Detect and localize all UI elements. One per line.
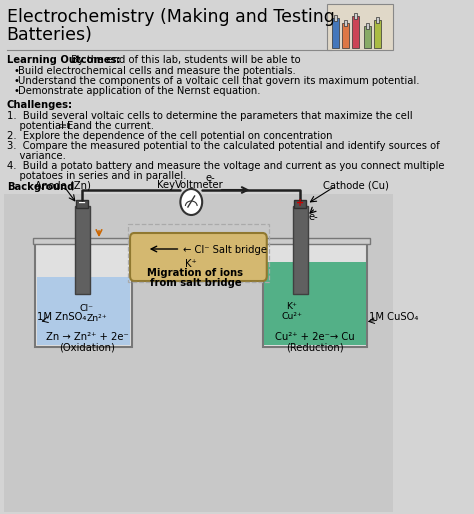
Bar xyxy=(352,16,359,48)
Text: Learning Outcomes:: Learning Outcomes: xyxy=(7,55,120,65)
Text: Build electrochemical cells and measure the potentials.: Build electrochemical cells and measure … xyxy=(18,66,296,76)
Bar xyxy=(35,242,132,347)
Text: Batteries): Batteries) xyxy=(7,26,92,44)
Bar xyxy=(376,17,379,23)
Bar xyxy=(128,224,269,282)
Bar xyxy=(4,194,393,512)
Text: •: • xyxy=(13,76,19,86)
Text: (Oxidation): (Oxidation) xyxy=(59,342,115,352)
Text: 2.  Explore the dependence of the cell potential on concentration: 2. Explore the dependence of the cell po… xyxy=(7,131,332,141)
Text: Migration of ions: Migration of ions xyxy=(147,268,244,278)
Text: Electrochemistry (Making and Testing: Electrochemistry (Making and Testing xyxy=(7,8,335,26)
Text: from salt bridge: from salt bridge xyxy=(150,278,241,288)
Text: Understand the components of a voltaic cell that govern its maximum potential.: Understand the components of a voltaic c… xyxy=(18,76,420,86)
Text: ← Cl⁻ Salt bridge: ← Cl⁻ Salt bridge xyxy=(183,245,267,255)
Bar xyxy=(294,200,306,208)
Text: Background: Background xyxy=(7,182,74,192)
Text: K⁺: K⁺ xyxy=(286,302,298,311)
Text: By the end of this lab, students will be able to: By the end of this lab, students will be… xyxy=(68,55,301,65)
Text: K⁺: K⁺ xyxy=(185,259,197,269)
Bar xyxy=(344,20,347,26)
Text: 4.  Build a potato battery and measure the voltage and current as you connect mu: 4. Build a potato battery and measure th… xyxy=(7,161,444,171)
Bar xyxy=(263,242,367,347)
Bar xyxy=(366,23,369,29)
Text: and the current.: and the current. xyxy=(70,121,154,131)
Text: cell: cell xyxy=(59,122,71,128)
Text: potential E: potential E xyxy=(7,121,73,131)
Bar xyxy=(342,23,349,48)
Bar xyxy=(260,238,370,244)
Text: e-: e- xyxy=(206,173,216,183)
Bar xyxy=(33,238,134,244)
Text: Zn → Zn²⁺ + 2e⁻: Zn → Zn²⁺ + 2e⁻ xyxy=(46,332,128,342)
Bar xyxy=(76,200,88,208)
Text: 1M CuSO₄: 1M CuSO₄ xyxy=(369,312,419,322)
Text: Voltmeter: Voltmeter xyxy=(175,180,224,190)
Bar xyxy=(354,13,357,19)
Text: Cu²⁺: Cu²⁺ xyxy=(282,312,302,321)
Text: Zn²⁺: Zn²⁺ xyxy=(87,314,108,323)
Text: Key: Key xyxy=(157,180,175,190)
Bar xyxy=(264,262,366,345)
Text: •: • xyxy=(13,86,19,96)
Bar xyxy=(332,18,339,48)
FancyBboxPatch shape xyxy=(130,233,267,281)
Text: potatoes in series and in parallel.: potatoes in series and in parallel. xyxy=(7,171,186,181)
Text: 1.  Build several voltaic cells to determine the parameters that maximize the ce: 1. Build several voltaic cells to determ… xyxy=(7,111,412,121)
Bar xyxy=(75,206,90,294)
Text: 3.  Compare the measured potential to the calculated potential and identify sour: 3. Compare the measured potential to the… xyxy=(7,141,439,151)
Text: variance.: variance. xyxy=(7,151,65,161)
Bar xyxy=(293,206,308,294)
Text: +: + xyxy=(296,198,304,208)
Text: −: − xyxy=(78,198,86,208)
Bar xyxy=(37,277,130,345)
Bar xyxy=(364,26,371,48)
Text: Challenges:: Challenges: xyxy=(7,100,73,110)
Circle shape xyxy=(181,189,202,215)
Text: Demonstrate application of the Nernst equation.: Demonstrate application of the Nernst eq… xyxy=(18,86,261,96)
Bar xyxy=(374,20,381,48)
Text: e-: e- xyxy=(309,212,319,222)
Text: Cathode (Cu): Cathode (Cu) xyxy=(323,180,389,190)
Text: Anode (Zn): Anode (Zn) xyxy=(35,180,91,190)
Text: 1M ZnSO₄: 1M ZnSO₄ xyxy=(37,312,86,322)
Bar xyxy=(334,15,337,21)
Text: •: • xyxy=(13,66,19,76)
Text: Cl⁻: Cl⁻ xyxy=(80,304,93,313)
Text: Cu²⁺ + 2e⁻→ Cu: Cu²⁺ + 2e⁻→ Cu xyxy=(275,332,355,342)
Text: (Reduction): (Reduction) xyxy=(286,342,343,352)
Bar xyxy=(327,4,392,50)
